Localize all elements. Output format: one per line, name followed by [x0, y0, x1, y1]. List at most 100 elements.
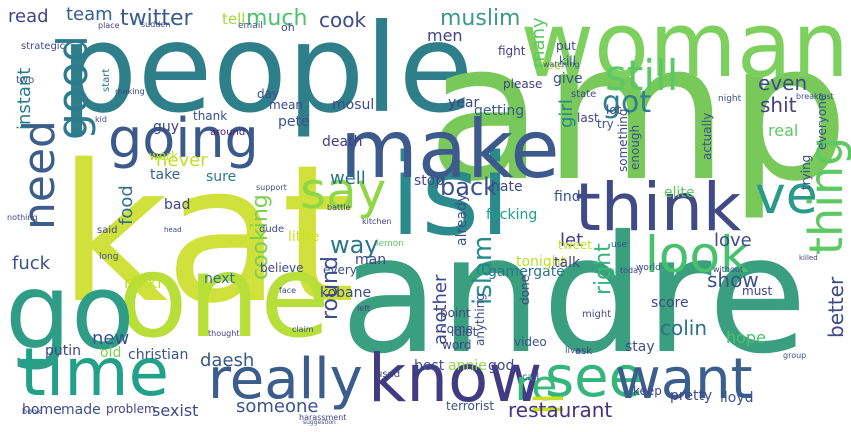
cloud-word-god: god	[488, 358, 515, 374]
cloud-word-one: one	[118, 230, 331, 363]
cloud-word-fucking: fucking	[486, 207, 538, 223]
cloud-word-annie: annie	[448, 358, 487, 374]
cloud-word-colin: colin	[660, 316, 708, 340]
cloud-word-come: come	[440, 322, 474, 336]
cloud-word-girl: girl	[556, 99, 577, 128]
cloud-word-best: best	[414, 358, 445, 374]
cloud-word-day: day	[257, 87, 280, 101]
cloud-word-lloyd: lloyd	[720, 390, 754, 406]
cloud-word-already: already	[454, 193, 470, 246]
cloud-word-got: got	[602, 85, 652, 120]
cloud-word-last: last	[577, 111, 599, 125]
cloud-word-real: real	[768, 121, 799, 140]
cloud-word-pretty: pretty	[670, 388, 713, 404]
cloud-word-bad: bad	[164, 197, 191, 213]
cloud-word-well: well	[330, 168, 366, 189]
cloud-word-face: face	[279, 286, 297, 295]
cloud-word-year: year	[448, 95, 480, 111]
cloud-word-idiot: idiot	[451, 325, 478, 339]
cloud-word-cook: cook	[319, 8, 367, 32]
cloud-word-video: video	[514, 335, 547, 349]
cloud-word-thought: thought	[208, 329, 240, 338]
cloud-word-try: try	[597, 117, 614, 131]
cloud-word-live: live	[565, 346, 581, 356]
cloud-word-twitter: twitter	[120, 6, 193, 31]
cloud-word-score: score	[651, 295, 689, 311]
cloud-word-christian: christian	[128, 347, 189, 363]
cloud-word-work: work	[149, 149, 179, 163]
cloud-word-head: head	[164, 226, 182, 234]
cloud-word-give: give	[553, 71, 583, 87]
cloud-word-thank: thank	[193, 109, 228, 123]
cloud-word-dude: dude	[259, 224, 285, 235]
cloud-word-lemon: lemon	[376, 239, 405, 249]
cloud-word-really: really	[208, 347, 363, 412]
cloud-word-hate: hate	[491, 179, 523, 195]
cloud-word-re: re	[515, 361, 558, 410]
cloud-word-next: next	[204, 271, 236, 287]
cloud-word-find: find	[554, 189, 581, 205]
cloud-word-fight: fight	[498, 44, 526, 58]
cloud-word-men: men	[427, 26, 463, 45]
cloud-word-support: support	[256, 183, 287, 192]
cloud-word-take: take	[150, 167, 181, 183]
cloud-word-made: made	[61, 402, 101, 418]
cloud-word-stop: stop	[414, 173, 445, 189]
cloud-word-nikki: nikki	[124, 273, 162, 292]
cloud-word-kill: kill	[559, 54, 576, 68]
cloud-word-harassment: harassment	[299, 413, 347, 422]
cloud-word-suggestion: suggestion	[303, 419, 336, 426]
cloud-word-email: email	[238, 21, 263, 31]
cloud-word-please: please	[503, 77, 543, 91]
cloud-word-making: making	[115, 87, 145, 96]
cloud-word-actually: actually	[700, 112, 714, 160]
cloud-word-muslim: muslim	[440, 6, 521, 31]
cloud-word-even: even	[758, 71, 808, 95]
cloud-word-still: still	[605, 51, 679, 100]
cloud-word-love: love	[714, 230, 752, 251]
cloud-word-hope: hope	[726, 328, 766, 347]
cloud-word-make: make	[340, 103, 560, 196]
cloud-word-without: without	[713, 265, 744, 274]
cloud-word-fuck: fuck	[12, 253, 51, 274]
cloud-word-better: better	[824, 276, 848, 338]
cloud-word-put: put	[556, 39, 576, 53]
cloud-word-show: show	[707, 268, 759, 292]
cloud-word-use: use	[611, 240, 627, 250]
cloud-word-kat: kat	[58, 124, 356, 345]
cloud-word-kobane: kobane	[320, 285, 372, 301]
cloud-word-nothing: nothing	[7, 213, 38, 222]
cloud-word-going: going	[108, 107, 259, 170]
cloud-word-pete: pete	[278, 114, 310, 130]
cloud-word-anything: anything	[473, 293, 487, 346]
cloud-word-getting: getting	[474, 103, 525, 119]
cloud-word-talk: talk	[554, 255, 581, 271]
cloud-word-start: start	[101, 68, 112, 92]
cloud-word-team: team	[66, 4, 113, 25]
cloud-word-shit: shit	[760, 93, 797, 117]
cloud-word-say: say	[300, 162, 387, 220]
cloud-word-putin: putin	[45, 343, 82, 359]
cloud-word-new: new	[92, 328, 130, 349]
cloud-word-sudden: sudden	[141, 20, 171, 29]
cloud-word-word: word	[442, 338, 472, 352]
cloud-word-book: book	[22, 407, 42, 416]
cloud-word-mean: mean	[269, 98, 304, 112]
cloud-word-might: might	[582, 309, 612, 320]
cloud-word-two: two	[16, 75, 35, 86]
cloud-word-see: see	[545, 345, 644, 410]
cloud-word-left: left	[357, 304, 370, 313]
cloud-word-world: world	[636, 263, 661, 273]
cloud-word-tonight: tonight	[516, 254, 567, 270]
cloud-word-kitchen: kitchen	[362, 217, 392, 226]
cloud-word-sure: sure	[206, 169, 237, 185]
cloud-word-daesh: daesh	[200, 350, 255, 371]
cloud-word-tell: tell	[222, 10, 246, 28]
cloud-word-death: death	[322, 134, 363, 150]
cloud-word-believe: believe	[260, 261, 304, 275]
cloud-word-tweet: tweet	[558, 238, 592, 252]
cloud-word-never: never	[156, 150, 208, 171]
cloud-word-kid: kid	[95, 115, 107, 124]
cloud-word-let: let	[560, 230, 584, 251]
